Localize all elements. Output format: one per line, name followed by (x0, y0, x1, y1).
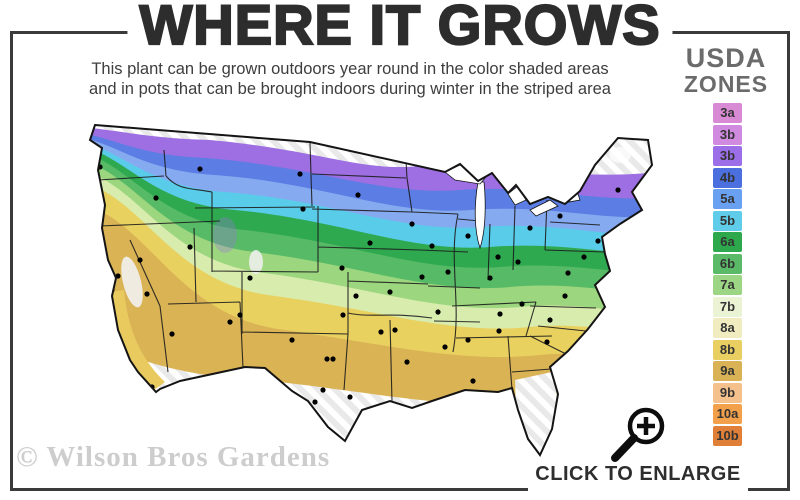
city-dot (565, 270, 571, 276)
rockies-patch (249, 250, 263, 274)
legend-title-usda: USDA (685, 43, 767, 73)
city-dot (347, 394, 353, 400)
city-dot (339, 265, 345, 271)
city-dot (330, 356, 336, 362)
city-dot (495, 254, 501, 260)
city-dot (355, 192, 361, 198)
city-dot (153, 195, 159, 201)
legend-zone-chip: 8b (713, 339, 742, 360)
city-dot (465, 337, 471, 343)
pacific-coast-strip (110, 290, 165, 390)
city-dot (387, 289, 393, 295)
city-dot (297, 171, 303, 177)
city-dot (527, 225, 533, 231)
city-dot (442, 344, 448, 350)
city-dot (289, 337, 295, 343)
legend-zone-chip: 10b (713, 425, 742, 446)
legend-zone-chip: 3b (713, 124, 742, 145)
city-dot (515, 259, 521, 265)
city-dot (497, 311, 503, 317)
city-dot (378, 329, 384, 335)
legend-zone-chip: 5a (713, 189, 742, 209)
city-dot (557, 213, 563, 219)
city-dot (615, 187, 621, 193)
city-dot (340, 312, 346, 318)
city-dot (324, 356, 330, 362)
subtitle-line-2: and in pots that can be brought indoors … (89, 80, 611, 98)
city-dot (419, 274, 425, 280)
legend-zone-chip: 5b (713, 210, 742, 231)
city-dot (187, 244, 193, 250)
city-dot (247, 275, 253, 281)
city-dot (465, 233, 471, 239)
legend-zone-chip: 7a (713, 275, 742, 295)
subtitle-line-1: This plant can be grown outdoors year ro… (91, 60, 609, 78)
city-dot (392, 327, 398, 333)
city-dot (320, 387, 326, 393)
city-dot (144, 291, 150, 297)
legend-zone-chip: 4b (713, 167, 742, 188)
city-dot (367, 240, 373, 246)
legend-title: USDA ZONES (662, 44, 790, 96)
usda-zone-map[interactable] (60, 110, 660, 460)
click-to-enlarge-button[interactable]: CLICK TO ENLARGE (528, 398, 748, 494)
legend-zone-chip: 10a (713, 404, 742, 424)
subtitle: This plant can be grown outdoors year ro… (30, 59, 670, 99)
city-dot (445, 269, 451, 275)
city-dot (547, 317, 553, 323)
city-dot (161, 394, 167, 400)
city-dot (197, 166, 203, 172)
city-dots (90, 164, 633, 439)
city-dot (137, 257, 143, 263)
city-dot (519, 301, 525, 307)
city-dot (429, 243, 435, 249)
magnifier-plus-icon[interactable] (600, 400, 674, 466)
watermark: © Wilson Bros Gardens (16, 441, 331, 473)
city-dot (404, 359, 410, 365)
legend-zone-chip: 9a (713, 361, 742, 381)
city-dot (581, 254, 587, 260)
city-dot (435, 309, 441, 315)
legend-zone-chip: 8a (713, 318, 742, 338)
city-dot (495, 405, 501, 411)
sierra-patch (121, 256, 143, 308)
legend-zone-chip: 6a (713, 232, 742, 252)
city-dot (312, 399, 318, 405)
city-dot (487, 275, 493, 281)
city-dot (496, 328, 502, 334)
city-dot (409, 221, 415, 227)
maine-patch (609, 147, 631, 163)
city-dot (544, 339, 550, 345)
legend-zone-chip: 3a (713, 103, 742, 123)
state-borders (97, 142, 606, 403)
city-dot (507, 422, 513, 428)
legend-zone-chip: 3b (713, 146, 742, 166)
click-to-enlarge-label[interactable]: CLICK TO ENLARGE (528, 462, 748, 492)
city-dot (353, 293, 359, 299)
legend-zone-chip: 6b (713, 253, 742, 274)
legend-zone-chip: 9b (713, 382, 742, 403)
legend-zone-list: 3a 3b 3b 4b 5a 5b 6a 6b 7a 7b 8a 8b 9a 9b 10a 10b (713, 103, 742, 447)
city-dot (237, 312, 243, 318)
city-dot (169, 331, 175, 337)
city-dot (562, 293, 568, 299)
legend-zone-chip: 7b (713, 296, 742, 317)
legend-title-zones: ZONES (683, 71, 769, 97)
rockies-cold-patch (213, 217, 237, 253)
page-title: WHERE IT GROWS (127, 0, 673, 57)
city-dot (90, 193, 96, 199)
city-dot (300, 206, 306, 212)
city-dot (227, 319, 233, 325)
city-dot (595, 238, 601, 244)
city-dot (470, 378, 476, 384)
